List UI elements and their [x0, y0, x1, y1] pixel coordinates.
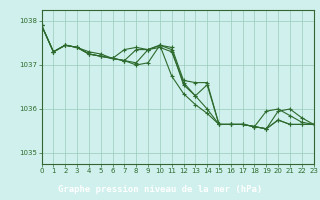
- Text: Graphe pression niveau de la mer (hPa): Graphe pression niveau de la mer (hPa): [58, 185, 262, 194]
